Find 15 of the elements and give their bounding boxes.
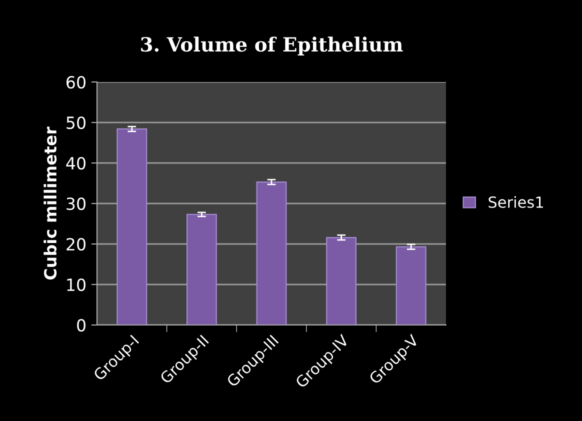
bar xyxy=(256,181,287,325)
y-tick-label: 40 xyxy=(66,156,86,170)
chart-title: 3. Volume of Epithelium xyxy=(141,36,403,56)
y-tick-label: 10 xyxy=(67,278,86,292)
bar xyxy=(326,236,357,325)
y-tick-label: 0 xyxy=(77,318,86,332)
y-tick-label: 60 xyxy=(66,76,86,89)
legend-label: Series1 xyxy=(488,196,543,208)
y-axis-title: Cubic millimeter xyxy=(44,126,57,280)
y-tick-label: 30 xyxy=(66,197,86,210)
y-tick-label: 50 xyxy=(66,116,86,130)
bar xyxy=(396,246,426,325)
bar xyxy=(186,214,217,325)
y-tick-label: 20 xyxy=(66,238,86,251)
bar xyxy=(116,128,148,325)
